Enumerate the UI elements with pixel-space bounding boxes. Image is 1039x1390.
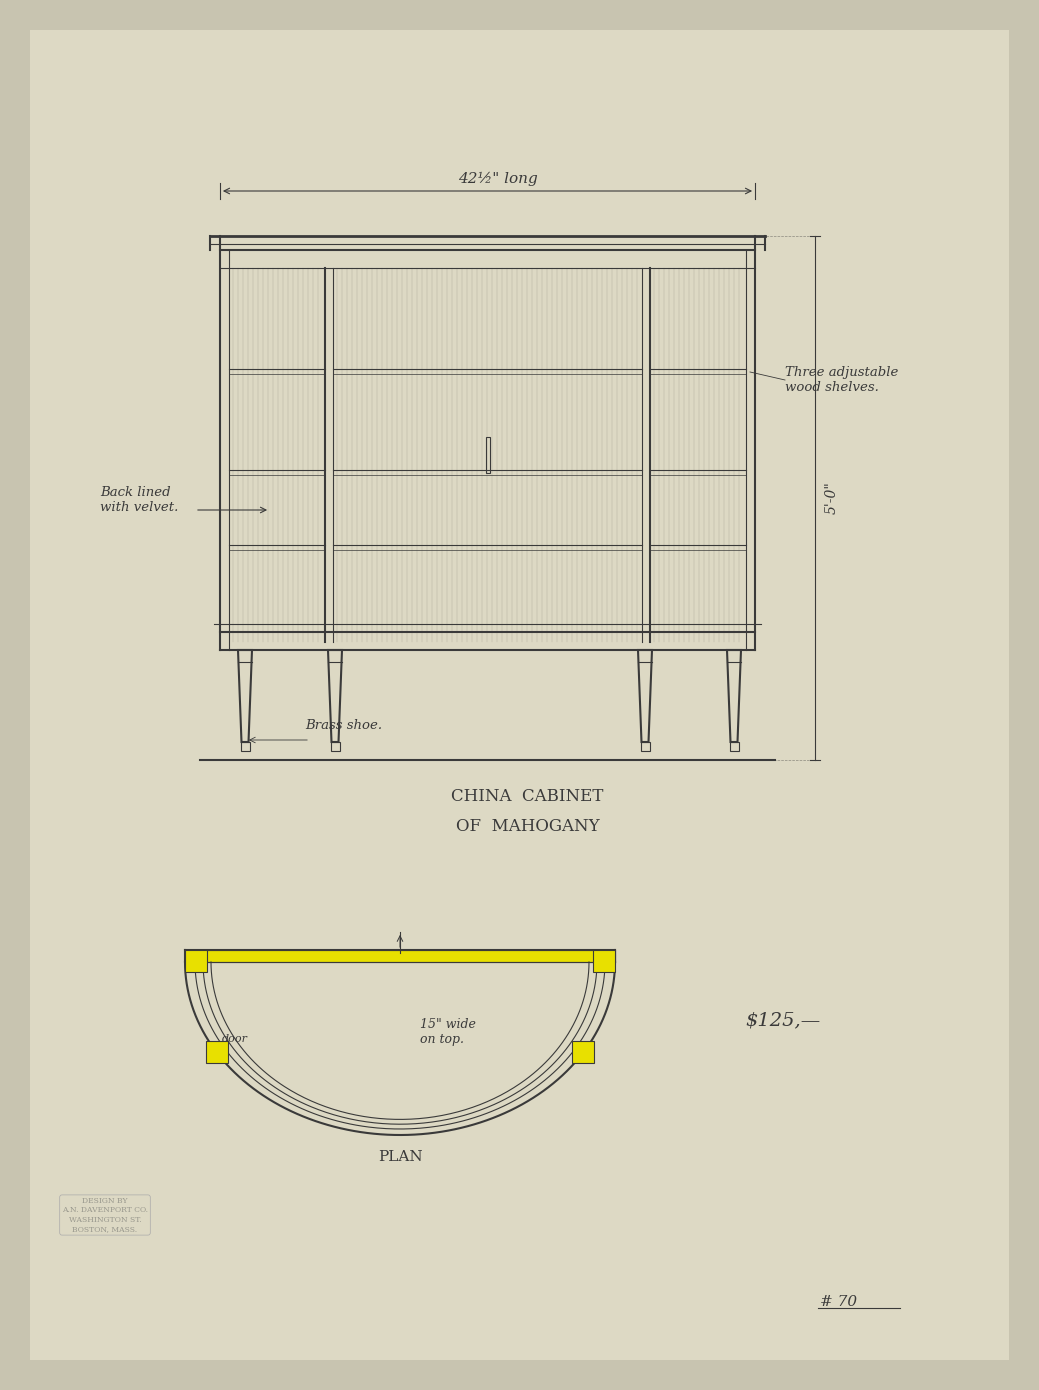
Bar	[206, 1041, 228, 1063]
Text: CHINA  CABINET: CHINA CABINET	[451, 788, 604, 805]
Bar	[640, 742, 649, 751]
Bar	[729, 742, 739, 751]
Bar	[330, 742, 340, 751]
Bar	[185, 949, 615, 962]
Text: Three adjustable
wood shelves.: Three adjustable wood shelves.	[785, 366, 899, 393]
Text: PLAN: PLAN	[378, 1150, 422, 1163]
Bar	[572, 1041, 594, 1063]
Text: 42½" long: 42½" long	[457, 172, 537, 186]
Text: $125,—: $125,—	[745, 1011, 820, 1029]
Text: door: door	[221, 1034, 247, 1044]
Bar	[240, 742, 249, 751]
Text: # 70: # 70	[820, 1295, 857, 1309]
Bar	[593, 949, 615, 972]
Text: Brass shoe.: Brass shoe.	[305, 719, 382, 733]
Bar	[185, 949, 207, 972]
Text: 5'-0": 5'-0"	[825, 481, 840, 514]
FancyBboxPatch shape	[30, 31, 1009, 1359]
Text: Back lined
with velvet.: Back lined with velvet.	[100, 486, 179, 514]
Text: OF  MAHOGANY: OF MAHOGANY	[456, 817, 600, 835]
Bar	[485, 436, 489, 473]
Text: DESIGN BY
A.N. DAVENPORT CO.
WASHINGTON ST.
BOSTON, MASS.: DESIGN BY A.N. DAVENPORT CO. WASHINGTON …	[62, 1197, 148, 1233]
Text: 15" wide
on top.: 15" wide on top.	[420, 1019, 476, 1047]
